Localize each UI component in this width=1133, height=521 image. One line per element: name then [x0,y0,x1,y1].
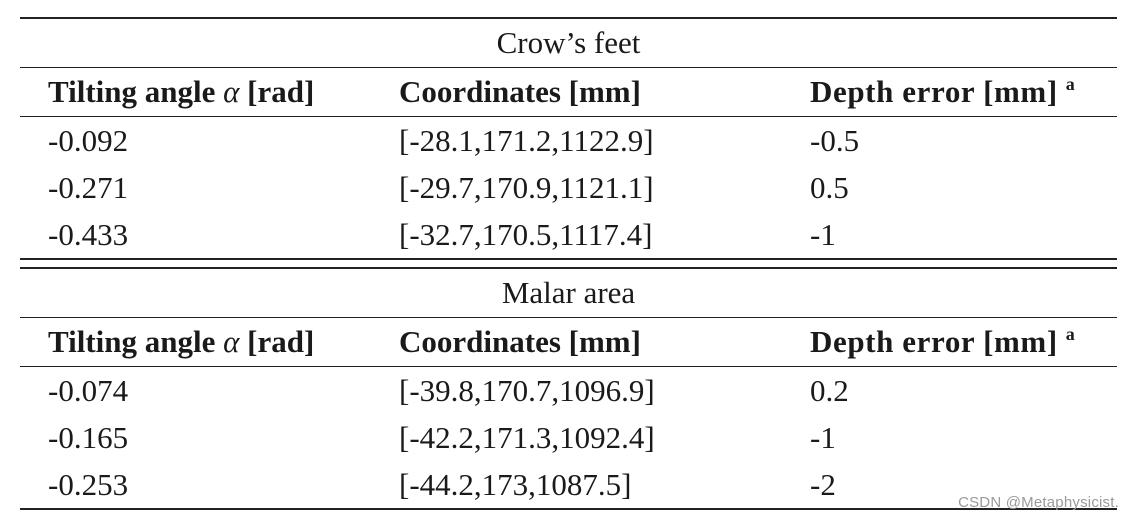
bottom-rule [20,508,1117,510]
alpha-symbol: α [223,74,240,109]
cell-coordinates: [-39.8,170.7,1096.9] [399,373,655,408]
watermark: CSDN @Metaphysicist. [958,494,1119,511]
cell-depth-error: 0.2 [810,373,849,408]
header-depth-error: Depth error [mm] a [810,324,1076,359]
cell-tilting-angle: -0.253 [48,467,129,502]
section-title-malar-area: Malar area [501,275,636,310]
cell-coordinates: [-44.2,173,1087.5] [399,467,632,502]
header-coordinates: Coordinates [mm] [399,324,641,359]
cell-tilting-angle: -0.165 [48,420,129,455]
footnote-marker: a [1065,324,1076,344]
table-row: -0.271 [-29.7,170.9,1121.1] 0.5 [20,164,1117,211]
header-tilting-angle: Tilting angle α [rad] [48,324,315,359]
header-tilting-angle: Tilting angle α [rad] [48,74,315,109]
header-coordinates: Coordinates [mm] [399,74,641,109]
section-rule [20,317,1117,318]
alpha-symbol: α [223,324,240,359]
header-row: Tilting angle α [rad] Coordinates [mm] D… [20,318,1117,366]
top-rule [20,17,1117,19]
cell-tilting-angle: -0.271 [48,170,129,205]
cell-coordinates: [-42.2,171.3,1092.4] [399,420,655,455]
cell-depth-error: -2 [810,467,836,502]
cell-tilting-angle: -0.092 [48,123,129,158]
cell-coordinates: [-28.1,171.2,1122.9] [399,123,654,158]
header-rule [20,116,1117,117]
cell-tilting-angle: -0.074 [48,373,129,408]
header-rule [20,366,1117,367]
table-row: -0.433 [-32.7,170.5,1117.4] -1 [20,211,1117,258]
cell-coordinates: [-29.7,170.9,1121.1] [399,170,654,205]
results-table: Crow’s feet Tilting angle α [rad] Coordi… [20,17,1117,510]
header-depth-error: Depth error [mm] a [810,74,1076,109]
section-title-crows-feet: Crow’s feet [496,25,641,60]
section-rule [20,67,1117,68]
footnote-marker: a [1065,74,1076,94]
cell-coordinates: [-32.7,170.5,1117.4] [399,217,653,252]
cell-tilting-angle: -0.433 [48,217,129,252]
table-row: -0.092 [-28.1,171.2,1122.9] -0.5 [20,117,1117,164]
cell-depth-error: -1 [810,217,836,252]
table-row: -0.165 [-42.2,171.3,1092.4] -1 [20,414,1117,461]
cell-depth-error: -1 [810,420,836,455]
table-row: -0.074 [-39.8,170.7,1096.9] 0.2 [20,367,1117,414]
table-row: -0.253 [-44.2,173,1087.5] -2 [20,461,1117,508]
section-divider [20,258,1117,269]
header-row: Tilting angle α [rad] Coordinates [mm] D… [20,68,1117,116]
cell-depth-error: -0.5 [810,123,860,158]
cell-depth-error: 0.5 [810,170,849,205]
